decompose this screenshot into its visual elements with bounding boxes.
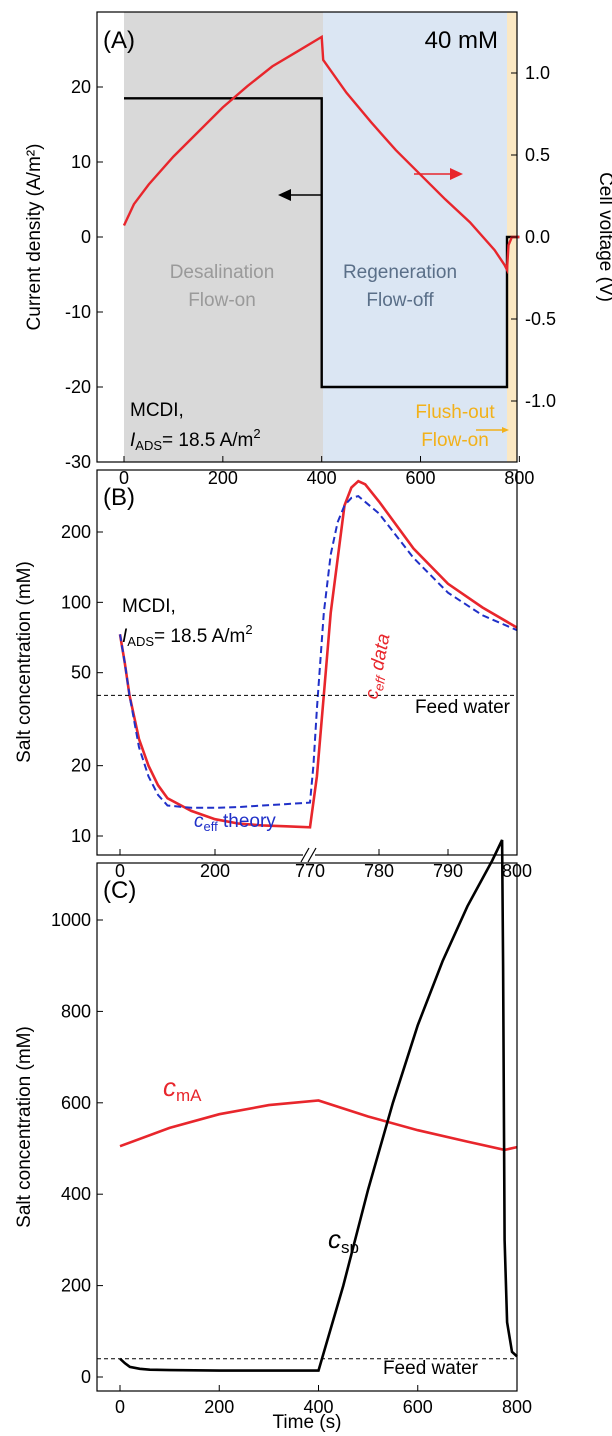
- x-axis-label-c: Time (s): [273, 1412, 342, 1433]
- cell-voltage-line: [122, 34, 520, 275]
- y-tick-label-c: 0: [81, 1367, 91, 1387]
- axis-break-gap: [303, 848, 315, 862]
- phase-regeneration-band: [323, 12, 507, 462]
- x-tick-label-a: 0: [119, 468, 129, 488]
- y-tick-label-left-a: -20: [65, 377, 91, 397]
- x-tick-label-c: 600: [403, 1397, 433, 1417]
- y-tick-label-c: 1000: [51, 910, 91, 930]
- plot-frame-c: [96, 862, 518, 1392]
- y-axis-label-right-a: Cell voltage (V): [595, 172, 612, 302]
- y-tick-label-left-a: -10: [65, 302, 91, 322]
- flushout-arrow-head: [502, 427, 509, 433]
- ceff-theory-label: ceff theory: [194, 811, 276, 834]
- y-tick-label-c: 200: [61, 1276, 91, 1296]
- x-tick-label-c: 400: [303, 1397, 333, 1417]
- current-density-line: [124, 97, 520, 389]
- y-axis-label-b: Salt concentration (mM): [14, 561, 35, 763]
- y-tick-label-left-a: 0: [81, 227, 91, 247]
- x-tick-label-b: 770: [295, 861, 325, 881]
- panel-label-b: (B): [103, 484, 135, 511]
- panel-c: 0 200 400 600 800 0 200 400 600 800 1000 (C) cmA c…: [14, 839, 532, 1433]
- y-tick-label-right-a: 0.0: [525, 227, 550, 247]
- cma-label: cmA: [163, 1072, 202, 1105]
- x-tick-label-a: 600: [405, 468, 435, 488]
- x-tick-label-b: 780: [364, 861, 394, 881]
- phase-regeneration-label: Regeneration: [343, 262, 457, 283]
- y-axis-label-left-a: Current density (A/m²): [24, 144, 45, 331]
- y-tick-label-left-a: 20: [71, 77, 91, 97]
- panel-label-c: (C): [103, 877, 136, 904]
- y-tick-label-b: 10: [71, 826, 91, 846]
- y-tick-label-b: 200: [61, 522, 91, 542]
- axis-break-mark-1: [300, 847, 310, 863]
- x-tick-label-b: 200: [200, 861, 230, 881]
- x-tick-label-c: 200: [204, 1397, 234, 1417]
- x-tick-label-a: 200: [208, 468, 238, 488]
- panel-a: 0 200 400 600 800 -30 -20 -10 0 10 20 -1.0 -0.5 0.0 0.…: [24, 11, 612, 488]
- phase-flushout-label: Flush-out: [415, 402, 495, 423]
- phase-desalination-band: [124, 12, 323, 462]
- panel-label-a: (A): [103, 27, 135, 54]
- phase-flushout-sub: Flow-on: [421, 430, 489, 451]
- phase-desalination-sub: Flow-on: [188, 290, 256, 311]
- x-tick-label-b: 0: [115, 861, 125, 881]
- axis-break-mark-2: [307, 847, 317, 863]
- y-tick-label-c: 400: [61, 1184, 91, 1204]
- y-tick-label-b: 50: [71, 663, 91, 683]
- phase-desalination-label: Desalination: [170, 262, 275, 283]
- y-tick-label-left-a: 10: [71, 152, 91, 172]
- y-tick-label-right-a: 1.0: [525, 63, 550, 83]
- mode-label-a: MCDI,: [130, 400, 184, 421]
- iads-label-a: IADS= 18.5 A/m2: [130, 426, 261, 453]
- x-tick-label-a: 400: [307, 468, 337, 488]
- y-tick-label-right-a: -0.5: [525, 309, 556, 329]
- y-tick-label-c: 600: [61, 1093, 91, 1113]
- y-tick-label-c: 800: [61, 1001, 91, 1021]
- ceff-theory-line: [119, 495, 518, 809]
- csp-line: [119, 839, 518, 1372]
- x-tick-label-b: 790: [433, 861, 463, 881]
- x-tick-label-a: 800: [504, 468, 534, 488]
- y-axis-label-c: Salt concentration (mM): [14, 1026, 35, 1228]
- panel-b: 0 200 770 780 790 800 10 20 50 100 200 (B) MCDI, I…: [14, 469, 532, 881]
- feed-water-label-b: Feed water: [415, 697, 511, 718]
- y-tick-label-left-a: -30: [65, 452, 91, 472]
- ceff-data-label: ceff data: [361, 632, 396, 701]
- csp-label: csp: [328, 1224, 359, 1257]
- x-tick-label-c: 0: [115, 1397, 125, 1417]
- y-tick-label-right-a: -1.0: [525, 391, 556, 411]
- y-tick-label-right-a: 0.5: [525, 145, 550, 165]
- concentration-annotation: 40 mM: [425, 27, 498, 54]
- feed-water-label-c: Feed water: [383, 1358, 479, 1379]
- y-tick-label-b: 100: [61, 592, 91, 612]
- ceff-data-line: [118, 479, 518, 829]
- y-tick-label-b: 20: [71, 756, 91, 776]
- phase-regeneration-sub: Flow-off: [366, 290, 434, 311]
- current-axis-arrow-head: [278, 189, 291, 201]
- cma-line: [119, 1099, 518, 1152]
- iads-label-b: IADS= 18.5 A/m2: [122, 622, 253, 649]
- x-tick-label-c: 800: [502, 1397, 532, 1417]
- voltage-axis-arrow-head: [450, 168, 463, 180]
- mode-label-b: MCDI,: [122, 596, 176, 617]
